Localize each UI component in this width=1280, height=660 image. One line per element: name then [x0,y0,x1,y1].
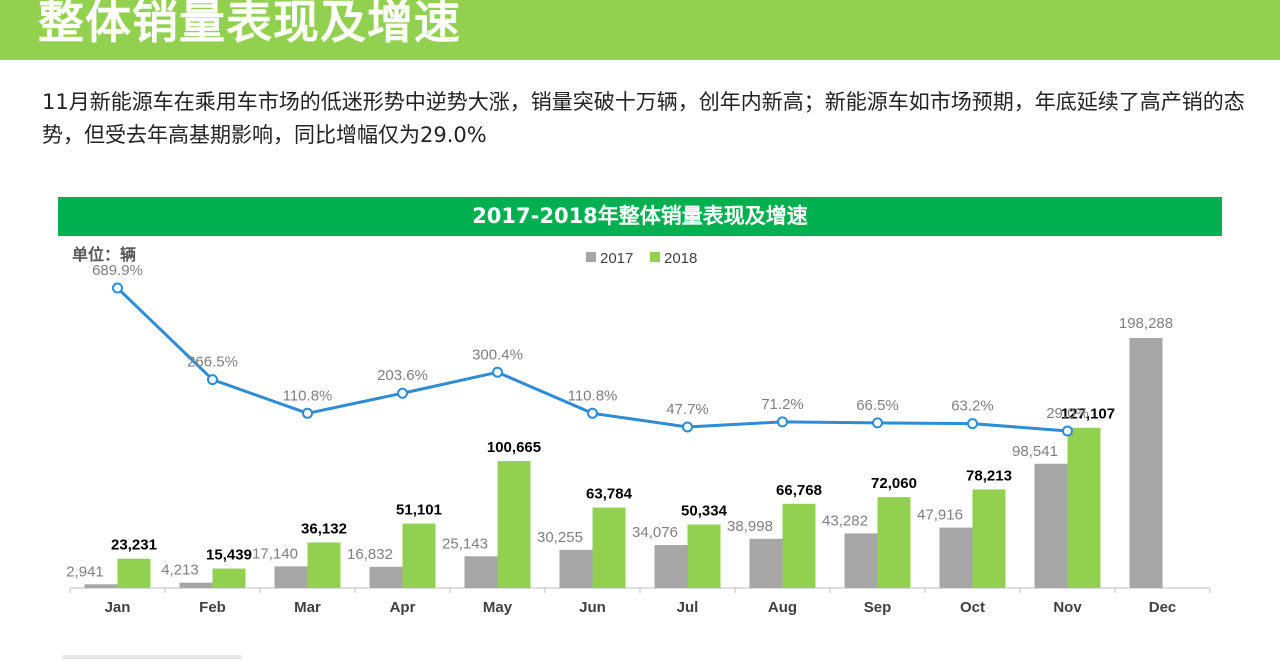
label-2017-jan: 2,941 [66,563,104,580]
bar-2017-jul [654,545,688,588]
label-2017-aug: 38,998 [727,518,773,535]
label-2018-feb: 15,439 [206,547,252,564]
growth-label-jan: 689.9% [92,262,143,279]
legend-label-2017: 2017 [600,250,633,267]
growth-point-aug [777,416,788,428]
x-tick-label-apr: Apr [390,599,416,616]
footer-mark [62,655,242,659]
label-2017-jun: 30,255 [537,529,583,546]
bar-2018-apr [402,523,436,588]
bar-2017-feb [179,582,213,588]
x-tick-label-dec: Dec [1149,599,1177,616]
legend-swatch-2018 [650,252,660,262]
bar-2018-nov [1067,427,1101,588]
growth-point-jan [112,282,123,294]
growth-label-sep: 66.5% [856,397,899,414]
growth-point-sep [872,417,883,429]
x-tick-label-aug: Aug [768,599,797,616]
growth-point-nov [1062,425,1073,437]
growth-label-may: 300.4% [472,346,523,363]
label-2018-jul: 50,334 [681,503,728,520]
label-2018-jan: 23,231 [111,537,157,554]
bar-2017-jun [559,549,593,588]
label-2018-aug: 66,768 [776,482,822,499]
x-tick-label-feb: Feb [199,599,226,616]
growth-point-feb [207,374,218,386]
growth-point-jul [682,421,693,433]
chart-header: 2017-2018年整体销量表现及增速 [58,197,1222,236]
label-2017-sep: 43,282 [822,512,868,529]
growth-label-jul: 47.7% [666,401,709,418]
bar-2017-may [464,556,498,588]
bar-2018-may [497,461,531,588]
label-2017-jul: 34,076 [632,524,678,541]
x-tick-label-jul: Jul [677,599,699,616]
x-tick-label-jun: Jun [579,599,606,616]
growth-point-apr [397,387,408,399]
bar-2018-aug [782,503,816,588]
growth-point-oct [967,418,978,430]
bar-2018-jan [117,558,151,588]
bar-2017-aug [749,538,783,588]
growth-label-jun: 110.8% [568,387,618,404]
title-banner [0,0,1280,60]
x-tick-label-sep: Sep [864,599,892,616]
growth-point-jun [587,407,598,419]
label-2018-jun: 63,784 [586,486,633,503]
bar-2017-jan [84,584,118,588]
bar-2018-oct [972,489,1006,588]
page-title: 整体销量表现及增速 [38,0,461,49]
bar-2018-jul [687,524,721,588]
x-tick-label-nov: Nov [1053,599,1082,616]
label-2018-oct: 78,213 [966,467,1012,484]
label-2017-apr: 16,832 [347,546,393,563]
x-tick-label-jan: Jan [105,599,131,616]
growth-label-feb: 266.5% [187,354,238,371]
x-tick-label-mar: Mar [294,599,321,616]
description-text: 11月新能源车在乘用车市场的低迷形势中逆势大涨，销量突破十万辆，创年内新高；新能… [42,90,1245,147]
label-2018-sep: 72,060 [871,475,917,492]
x-tick-label-may: May [483,599,513,616]
bar-2017-mar [274,566,308,588]
legend-label-2018: 2018 [664,250,697,267]
label-2017-may: 25,143 [442,535,488,552]
bar-2017-apr [369,566,403,588]
bar-2017-sep [844,533,878,588]
label-2018-apr: 51,101 [396,502,442,519]
growth-label-nov: 29.0% [1046,405,1089,422]
label-2017-mar: 17,140 [252,545,298,562]
bar-2018-sep [877,497,911,588]
label-2017-oct: 47,916 [917,507,963,524]
label-2017-feb: 4,213 [161,562,199,579]
legend-swatch-2017 [586,252,596,262]
growth-label-apr: 203.6% [377,367,428,384]
bar-2017-oct [939,527,973,588]
bar-2018-jun [592,507,626,588]
x-tick-label-oct: Oct [960,599,985,616]
bar-2018-mar [307,542,341,588]
label-2018-may: 100,665 [487,439,541,456]
unit-label: 单位：辆 [72,245,137,264]
growth-point-mar [302,407,313,419]
growth-point-may [492,366,503,378]
label-2017-dec: 198,288 [1119,315,1173,332]
bar-2017-nov [1034,463,1068,588]
growth-label-mar: 110.8% [283,387,333,404]
label-2018-mar: 36,132 [301,520,347,537]
label-2018-nov: 127,107 [1061,406,1115,423]
growth-label-aug: 71.2% [761,396,804,413]
growth-label-oct: 63.2% [951,398,994,415]
bar-2017-dec [1129,338,1163,588]
label-2017-nov: 98,541 [1012,443,1058,460]
bar-2018-feb [212,568,246,588]
